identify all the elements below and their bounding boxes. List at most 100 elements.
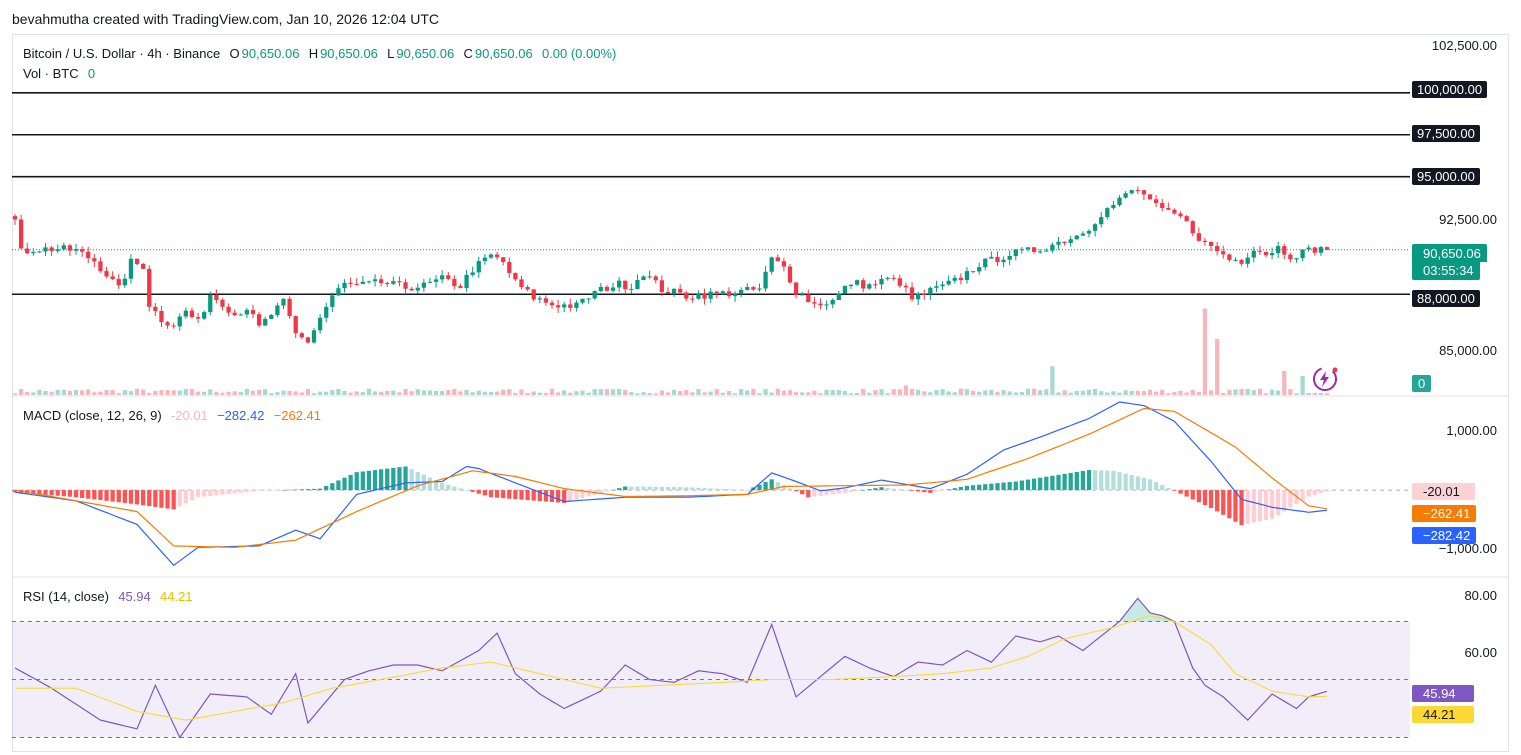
volume-bar: [1001, 389, 1006, 395]
lightning-bolt-icon[interactable]: [1311, 365, 1339, 393]
macd-histogram-bar: [67, 490, 73, 497]
macd-histogram-bar: [1135, 476, 1140, 491]
price-axis-label: 102,500.00: [1431, 38, 1497, 53]
volume-bar: [354, 391, 359, 395]
candle-body: [165, 322, 170, 326]
macd-histogram-bar: [415, 471, 420, 491]
macd-histogram-bar: [690, 487, 695, 491]
macd-histogram-bar: [842, 490, 848, 493]
volume-bar: [970, 390, 976, 395]
macd-histogram-bar: [1318, 490, 1324, 494]
macd-histogram-bar: [684, 487, 689, 491]
macd-histogram-bar: [31, 490, 36, 494]
candle-body: [122, 278, 127, 286]
signal-line: [14, 407, 1328, 549]
symbol-title[interactable]: Bitcoin / U.S. Dollar · 4h · Binance: [23, 46, 221, 61]
candle-body: [751, 287, 756, 290]
candle-body: [702, 294, 707, 299]
candle-body: [665, 291, 671, 294]
macd-histogram-bar: [702, 488, 707, 491]
candle-body: [903, 285, 909, 288]
volume-bar: [1263, 393, 1269, 395]
volume-bar: [1282, 371, 1287, 395]
macd-histogram-bar: [562, 490, 567, 503]
candle-body: [1013, 249, 1018, 256]
macd-title[interactable]: MACD (close, 12, 26, 9): [23, 408, 162, 423]
volume-bar: [1117, 392, 1122, 395]
macd-histogram-bar: [659, 486, 664, 491]
macd-histogram-bar: [574, 490, 579, 500]
candle-body: [464, 274, 469, 289]
rsi-ma-line: [15, 615, 1328, 721]
volume-bar: [208, 389, 213, 395]
rsi-axis-label: 60.00: [1464, 645, 1497, 660]
volume-bar: [665, 392, 671, 395]
volume-label[interactable]: Vol · BTC: [23, 66, 79, 81]
macd-histogram-bar: [366, 470, 372, 491]
macd-histogram-bar: [909, 490, 915, 491]
volume-bar: [275, 392, 280, 395]
candle-body: [147, 268, 152, 307]
macd-histogram-bar: [1215, 490, 1220, 512]
candle-body: [73, 249, 79, 251]
volume-bar: [256, 389, 262, 395]
volume-bar: [867, 392, 872, 395]
macd-histogram-bar: [409, 469, 414, 491]
volume-bar: [513, 392, 518, 395]
macd-histogram-bar: [1044, 476, 1049, 491]
candle-body: [171, 325, 176, 327]
candle-body: [1263, 251, 1269, 256]
macd-histogram-bar: [482, 490, 488, 496]
candle-body: [12, 216, 18, 220]
volume-bar: [433, 390, 439, 395]
candle-body: [18, 219, 24, 249]
candle-body: [366, 281, 372, 283]
volume-bar: [922, 391, 927, 395]
candle-body: [86, 251, 91, 259]
level-tag-88000[interactable]: 88,000.00: [1412, 290, 1480, 307]
macd-histogram-bar: [86, 490, 91, 499]
level-tag-97500[interactable]: 97,500.00: [1412, 125, 1480, 142]
macd-histogram-bar: [1251, 490, 1256, 523]
volume-bar: [830, 390, 835, 395]
rsi-title[interactable]: RSI (14, close): [23, 589, 109, 604]
volume-bar: [1257, 388, 1263, 395]
macd-histogram-bar: [177, 490, 182, 507]
candle-body: [1038, 251, 1043, 253]
candle-body: [916, 293, 921, 300]
volume-bar: [116, 393, 121, 395]
macd-histogram-bar: [1141, 477, 1147, 491]
volume-bar: [403, 389, 408, 395]
candle-body: [1251, 250, 1256, 258]
volume-bar: [684, 390, 689, 395]
level-tag-95000[interactable]: 95,000.00: [1412, 168, 1480, 185]
macd-histogram-bar: [720, 488, 726, 491]
macd-hist-value: -20.01: [170, 408, 208, 423]
volume-bars: [12, 308, 1330, 395]
volume-bar: [372, 391, 378, 395]
macd-histogram-bar: [1324, 490, 1330, 492]
candle-body: [1001, 259, 1006, 263]
macd-histogram-bar: [202, 490, 207, 497]
candle-body: [708, 291, 713, 299]
volume-bar: [281, 390, 286, 395]
candle-body: [403, 282, 408, 289]
candle-body: [977, 267, 982, 272]
candle-body: [1160, 203, 1165, 209]
macd-histogram-bar: [1276, 490, 1281, 516]
macd-histogram-bar: [1306, 490, 1311, 497]
volume-bar: [909, 388, 915, 395]
macd-histogram-bar: [1056, 474, 1061, 491]
candle-body: [336, 288, 341, 296]
volume-bar: [269, 393, 274, 395]
open-label: O: [229, 46, 240, 61]
macd-histogram-bar: [311, 488, 317, 491]
macd-histogram-bar: [916, 490, 921, 492]
candle-body: [1269, 253, 1275, 256]
candle-body: [1294, 258, 1299, 260]
candle-body: [867, 284, 872, 289]
level-tag-100000[interactable]: 100,000.00: [1412, 81, 1488, 98]
candle-body: [806, 294, 811, 303]
macd-histogram-bar: [568, 490, 573, 502]
